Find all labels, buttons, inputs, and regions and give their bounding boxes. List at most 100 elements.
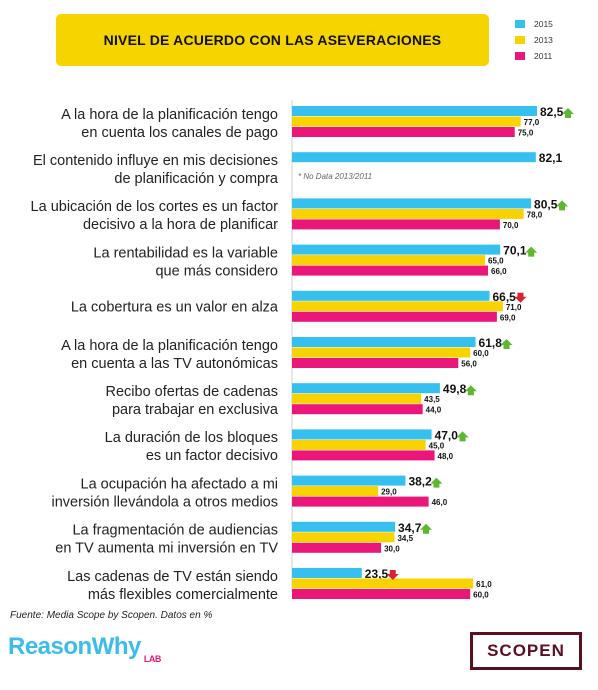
data-label-2013: 71,0 [506,303,522,312]
category-label: que más considero [155,263,278,279]
data-label-2015: 82,1 [539,151,563,165]
no-data-note: * No Data 2013/2011 [298,172,372,181]
data-label-2015: 61,8 [479,336,503,350]
trend-up-icon [525,246,538,257]
category-label: decisivo a la hora de planificar [83,217,278,233]
bar-2013 [292,347,471,358]
bar-2015 [292,568,362,578]
legend-swatch-2013 [515,36,525,44]
bar-2013 [292,116,521,127]
data-label-2015: 49,8 [443,382,467,396]
data-label-2011: 30,0 [384,544,400,553]
reasonwhy-logo: ReasonWhy LAB [8,633,161,664]
bar-2011 [292,404,423,415]
legend-label-2015: 2015 [534,19,553,29]
data-label-2011: 66,0 [491,267,507,276]
scopen-logo: SCOPEN [470,632,582,670]
category-label: Las cadenas de TV están siendo [67,569,278,585]
category-label: La fragmentación de audiencias [72,523,278,539]
scopen-logo-text: SCOPEN [487,641,565,660]
data-label-2013: 45,0 [429,441,445,450]
chart-title-banner: NIVEL DE ACUERDO CON LAS ASEVERACIONES [56,14,489,66]
category-label: en TV aumenta mi inversión en TV [55,541,278,557]
data-label-2015: 82,5 [540,105,564,119]
category-label: A la hora de la planificación tengo [61,107,278,123]
reasonwhy-logo-text: ReasonWhy [8,633,141,660]
bar-2015 [292,337,476,347]
legend-label-2013: 2013 [534,35,553,45]
source-note: Fuente: Media Scope by Scopen. Datos en … [10,610,213,621]
data-label-2011: 46,0 [432,498,448,507]
data-label-2015: 23,5 [365,567,389,581]
data-label-2011: 44,0 [426,406,442,415]
trend-up-icon [430,477,443,488]
category-label: Recibo ofertas de cadenas [106,384,279,400]
bar-2015 [292,106,537,116]
data-label-2013: 29,0 [381,488,397,497]
category-label: para trabajar en exclusiva [112,402,279,418]
bar-2013 [292,532,395,543]
data-label-2013: 77,0 [524,118,540,127]
bar-2013 [292,255,486,266]
data-label-2015: 80,5 [534,197,558,211]
data-label-2013: 34,5 [397,534,413,543]
bar-2011 [292,542,382,553]
legend-item-2013: 2013 [515,34,553,46]
legend-item-2011: 2011 [515,50,552,62]
bar-2011 [292,496,429,507]
category-label: A la hora de la planificación tengo [61,338,278,354]
bar-2015 [292,521,396,532]
reasonwhy-lab-text: LAB [143,654,162,664]
data-label-2015: 38,2 [408,475,432,489]
bar-2015 [292,198,532,209]
data-label-2011: 70,0 [503,221,519,230]
data-label-2015: 47,0 [435,428,459,442]
trend-up-icon [456,431,469,442]
bar-2011 [292,450,435,461]
category-label: La rentabilidad es la variable [93,245,278,261]
trend-down-icon [386,570,399,580]
bar-2011 [292,358,459,368]
bar-2013 [292,301,503,312]
data-label-2011: 60,0 [473,591,489,600]
bar-2015 [292,475,406,486]
bar-2015 [292,244,501,255]
category-label: La ubicación de los cortes es un factor [31,199,279,215]
data-label-2013: 60,0 [473,349,489,358]
bar-2011 [292,265,488,276]
legend-swatch-2011 [515,52,525,60]
category-label: de planificación y compra [114,171,279,187]
data-label-2013: 61,0 [476,580,492,589]
legend-item-2015: 2015 [515,18,553,30]
legend-label-2011: 2011 [534,51,553,61]
trend-up-icon [562,108,574,118]
data-label-2013: 78,0 [527,210,543,219]
bar-2015 [292,429,432,440]
data-label-2011: 56,0 [461,360,477,369]
bar-2011 [292,311,497,322]
bar-2013 [292,486,379,497]
data-label-2011: 69,0 [500,313,516,322]
category-label: La ocupación ha afectado a mi [81,476,279,492]
bar-chart: A la hora de la planificación tengo en cu… [31,100,574,603]
data-label-2015: 70,1 [503,244,527,258]
trend-up-icon [500,339,513,349]
bar-2011 [292,589,471,599]
bar-2013 [292,578,474,589]
trend-up-icon [420,523,433,534]
data-label-2015: 34,7 [398,521,422,535]
data-label-2013: 43,5 [424,395,440,404]
category-label: El contenido influye en mis decisiones [33,153,278,169]
category-label: La cobertura es un valor en alza [71,300,279,316]
category-label: en cuenta los canales de pago [81,125,278,141]
bar-2013 [292,439,426,450]
data-label-2011: 48,0 [438,452,454,461]
trend-up-icon [556,200,569,211]
category-label: es un factor decisivo [146,448,278,464]
data-label-2015: 66,5 [492,290,516,304]
bar-2013 [292,208,524,219]
trend-down-icon [514,292,527,303]
trend-up-icon [464,385,477,396]
data-label-2011: 75,0 [518,129,534,138]
bar-2015 [292,290,490,301]
